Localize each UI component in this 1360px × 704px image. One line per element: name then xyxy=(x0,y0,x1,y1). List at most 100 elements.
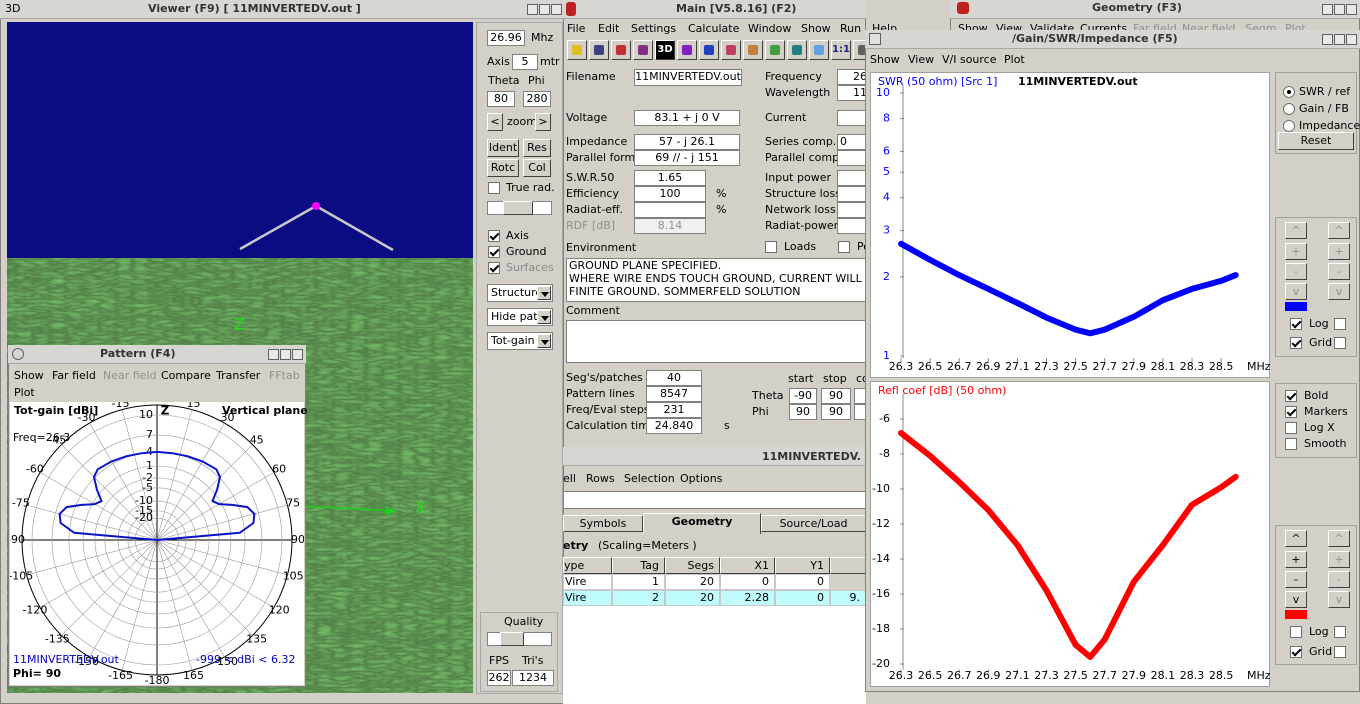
filename-field[interactable]: 11MINVERTEDV.out xyxy=(634,69,742,86)
menu-item[interactable]: Show xyxy=(870,53,900,66)
toolbar-button[interactable] xyxy=(809,40,829,60)
column-header[interactable]: X1 xyxy=(720,557,775,574)
menu-item[interactable]: Options xyxy=(680,472,723,485)
value-field[interactable]: 90 xyxy=(789,404,817,420)
window-control[interactable] xyxy=(1334,34,1345,45)
dropdown-button[interactable] xyxy=(537,286,551,300)
button[interactable]: Res xyxy=(523,139,551,157)
menu-item[interactable]: File xyxy=(567,22,586,35)
checkbox[interactable] xyxy=(488,262,500,274)
checkbox[interactable] xyxy=(1334,626,1346,638)
step-button[interactable]: + xyxy=(1285,551,1307,568)
step-button[interactable]: + xyxy=(1285,243,1307,260)
tab[interactable]: Geometry xyxy=(643,513,761,534)
value-field[interactable] xyxy=(634,202,706,218)
window-control[interactable] xyxy=(280,349,291,360)
window-control[interactable] xyxy=(1334,4,1345,15)
column-header[interactable]: Tag xyxy=(612,557,665,574)
button[interactable]: Ident xyxy=(487,139,519,157)
checkbox[interactable] xyxy=(1285,406,1297,418)
window-control[interactable] xyxy=(1346,4,1357,15)
menu-item[interactable]: Rows xyxy=(586,472,615,485)
menu-item[interactable]: Near field xyxy=(103,369,157,382)
slider-thumb[interactable] xyxy=(500,632,524,646)
menu-item[interactable]: Selection xyxy=(624,472,675,485)
menu-item[interactable]: Calculate xyxy=(688,22,740,35)
checkbox[interactable] xyxy=(1290,626,1302,638)
step-button[interactable]: v xyxy=(1328,591,1350,608)
select[interactable]: Hide patt. xyxy=(487,308,553,326)
window-control[interactable] xyxy=(1322,34,1333,45)
value-field[interactable]: 100 xyxy=(634,186,706,202)
window-control[interactable] xyxy=(539,4,550,15)
theta-field[interactable]: 80 xyxy=(487,91,515,107)
menu-item[interactable]: Far field xyxy=(52,369,96,382)
radio-button[interactable] xyxy=(1283,86,1295,98)
checkbox[interactable] xyxy=(1334,337,1346,349)
checkbox[interactable] xyxy=(1285,390,1297,402)
column-header[interactable]: Y1 xyxy=(775,557,830,574)
toolbar-button[interactable] xyxy=(633,40,653,60)
toolbar-button[interactable] xyxy=(589,40,609,60)
column-header[interactable]: Segs xyxy=(665,557,720,574)
checkbox[interactable] xyxy=(488,230,500,242)
column-header[interactable]: ype xyxy=(563,557,612,574)
frequency-field[interactable]: 26.96 xyxy=(487,30,525,46)
step-button[interactable]: - xyxy=(1285,263,1307,280)
select[interactable]: Structure xyxy=(487,284,553,302)
column-header[interactable] xyxy=(830,557,866,574)
select[interactable]: Tot-gain xyxy=(487,332,553,350)
window-control[interactable] xyxy=(551,4,562,15)
toolbar-button[interactable] xyxy=(787,40,807,60)
value-field[interactable]: 8.14 xyxy=(634,218,706,234)
tris-field[interactable]: 1234 xyxy=(512,670,554,686)
value-field[interactable]: 90 xyxy=(821,388,851,404)
fps-field[interactable]: 262 xyxy=(487,670,511,686)
zoom-out-button[interactable]: < xyxy=(487,113,503,131)
window-control[interactable] xyxy=(1346,34,1357,45)
step-button[interactable]: - xyxy=(1328,571,1350,588)
step-button[interactable]: v xyxy=(1328,283,1350,300)
checkbox[interactable] xyxy=(1290,337,1302,349)
value-field[interactable]: 83.1 + j 0 V xyxy=(634,110,740,126)
menu-item[interactable]: Transfer xyxy=(216,369,261,382)
window-control[interactable] xyxy=(527,4,538,15)
window-control[interactable] xyxy=(1322,4,1333,15)
slider-thumb[interactable] xyxy=(503,201,533,215)
toolbar-button[interactable] xyxy=(699,40,719,60)
window-control[interactable] xyxy=(268,349,279,360)
checkbox[interactable] xyxy=(1290,646,1302,658)
step-button[interactable]: v xyxy=(1285,283,1307,300)
step-button[interactable]: - xyxy=(1285,571,1307,588)
toolbar-button[interactable] xyxy=(721,40,741,60)
menu-item[interactable]: V/I source xyxy=(942,53,997,66)
menu-item[interactable]: Settings xyxy=(631,22,677,35)
zoom-in-button[interactable]: > xyxy=(535,113,551,131)
checkbox[interactable] xyxy=(838,241,850,253)
menu-item[interactable]: View xyxy=(908,53,935,66)
reset-button[interactable]: Reset xyxy=(1278,132,1354,150)
value-field[interactable]: 40 xyxy=(646,370,702,386)
checkbox[interactable] xyxy=(1290,318,1302,330)
checkbox[interactable] xyxy=(765,241,777,253)
toolbar-button[interactable] xyxy=(567,40,587,60)
dropdown-button[interactable] xyxy=(537,334,551,348)
phi-field[interactable]: 280 xyxy=(523,91,551,107)
axis-field[interactable]: 5 xyxy=(512,54,538,70)
button[interactable]: Col xyxy=(523,159,551,177)
step-button[interactable]: v xyxy=(1285,591,1307,608)
menu-item[interactable]: Run xyxy=(840,22,862,35)
menu-item[interactable]: ell xyxy=(563,472,576,485)
value-field[interactable]: -90 xyxy=(789,388,817,404)
toolbar-button[interactable]: 3D xyxy=(655,40,675,60)
value-field[interactable]: 8547 xyxy=(646,386,702,402)
menu-item[interactable]: Plot xyxy=(1004,53,1025,66)
edit-field[interactable] xyxy=(563,491,866,509)
checkbox[interactable] xyxy=(1285,438,1297,450)
radio-button[interactable] xyxy=(1283,103,1295,115)
step-button[interactable]: ^ xyxy=(1328,530,1350,547)
menu-item[interactable]: Plot xyxy=(14,386,35,399)
toolbar-button[interactable] xyxy=(611,40,631,60)
step-button[interactable]: + xyxy=(1328,243,1350,260)
checkbox[interactable] xyxy=(1285,422,1297,434)
